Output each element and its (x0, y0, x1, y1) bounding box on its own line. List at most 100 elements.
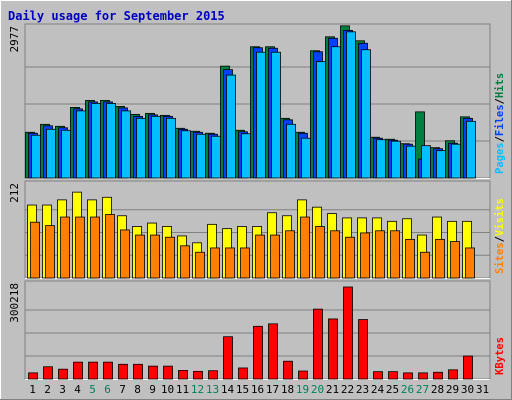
bar-kbytes-day-24 (373, 371, 383, 380)
bar-pages-day-23 (361, 49, 371, 179)
bar-kbytes-day-23 (358, 319, 368, 380)
x-tick-label: 7 (119, 383, 126, 396)
bar-pages-day-28 (436, 150, 446, 179)
bar-kbytes-day-4 (73, 361, 83, 380)
bar-pages-day-30 (466, 120, 476, 179)
bar-kbytes-day-6 (103, 361, 113, 380)
bar-pages-day-26 (406, 145, 416, 179)
x-tick-label: 27 (416, 383, 429, 396)
x-tick-label: 24 (371, 383, 385, 396)
bar-sites-day-27 (420, 251, 430, 279)
bar-pages-day-4 (76, 110, 86, 179)
x-tick-label: 11 (176, 383, 189, 396)
bar-sites-day-7 (120, 229, 130, 279)
bar-pages-day-10 (166, 117, 176, 179)
bar-pages-day-16 (256, 51, 266, 179)
bar-kbytes-day-29 (448, 369, 458, 380)
x-tick-label: 25 (386, 383, 399, 396)
x-axis-labels: 1 2 3 4 5 6 7 8 9 10 11 12 13 14 15 16 17 18 19 20 21 22 23 24 2… (29, 383, 489, 396)
x-tick-label: 22 (341, 383, 354, 396)
bar-sites-day-4 (75, 216, 85, 279)
panel-kbytes: 300218 KBytes (8, 280, 506, 380)
bar-kbytes-day-20 (313, 308, 323, 380)
bar-sites-day-30 (465, 247, 475, 279)
bar-pages-day-25 (391, 140, 401, 179)
bar-sites-day-19 (300, 216, 310, 279)
bar-sites-day-5 (90, 216, 100, 279)
bar-kbytes-day-12 (193, 370, 203, 380)
bar-kbytes-day-22 (343, 286, 353, 380)
x-tick-label: 28 (431, 383, 444, 396)
x-tick-label: 15 (236, 383, 249, 396)
bar-sites-day-11 (180, 245, 190, 279)
y-max-label: 2977 (8, 26, 21, 53)
bar-sites-day-29 (450, 241, 460, 279)
bar-sites-day-2 (45, 225, 55, 279)
x-tick-label: 21 (326, 383, 339, 396)
bar-pages-day-19 (301, 137, 311, 179)
bar-pages-day-13 (211, 135, 221, 179)
side-legend-hits-files-pages: Pages/Files/Hits (494, 73, 506, 174)
bar-kbytes-day-13 (208, 370, 218, 380)
chart-title: Daily usage for September 2015 (8, 9, 225, 23)
bar-kbytes-day-5 (88, 361, 98, 380)
side-legend-item: Files (494, 104, 506, 136)
bar-pages-day-1 (31, 134, 41, 179)
y-max-label: 212 (8, 183, 21, 203)
bar-sites-day-1 (30, 221, 40, 279)
bar-kbytes-day-9 (148, 365, 158, 380)
bar-kbytes-day-16 (253, 325, 263, 380)
x-tick-label: 6 (104, 383, 111, 396)
bar-kbytes-day-18 (283, 360, 293, 380)
bar-kbytes-day-7 (118, 363, 128, 380)
bar-sites-day-22 (345, 236, 355, 279)
bar-pages-day-22 (346, 31, 356, 179)
bar-sites-day-13 (210, 247, 220, 279)
bar-pages-day-8 (136, 117, 146, 179)
x-tick-label: 9 (149, 383, 156, 396)
bar-pages-day-12 (196, 133, 206, 179)
bar-kbytes-day-21 (328, 318, 338, 380)
side-legend-item: / (494, 136, 506, 142)
bar-kbytes-day-1 (28, 372, 38, 380)
x-tick-label: 29 (446, 383, 459, 396)
bar-sites-day-15 (240, 247, 250, 279)
bar-sites-day-10 (165, 236, 175, 279)
x-tick-label: 8 (134, 383, 141, 396)
bar-pages-day-24 (376, 139, 386, 179)
bar-pages-day-17 (271, 51, 281, 179)
x-tick-label: 23 (356, 383, 369, 396)
bar-pages-day-3 (61, 129, 71, 179)
side-legend-kbytes: KBytes (494, 337, 506, 375)
bar-kbytes-day-25 (388, 371, 398, 380)
side-legend-item: / (494, 98, 506, 104)
bar-pages-day-27 (421, 145, 431, 179)
bar-kbytes-day-14 (223, 336, 233, 380)
side-legend-item: Hits (494, 73, 506, 98)
bar-kbytes-day-11 (178, 370, 188, 380)
x-tick-label: 20 (311, 383, 324, 396)
bar-pages-day-11 (181, 130, 191, 179)
side-legend-visits-sites: Sites/Visits (494, 198, 506, 274)
bar-kbytes-day-30 (463, 355, 473, 380)
bar-kbytes-day-3 (58, 368, 68, 380)
bar-kbytes-day-17 (268, 323, 278, 380)
bar-sites-day-6 (105, 214, 115, 279)
bar-sites-day-26 (405, 238, 415, 279)
side-legend-item: Visits (494, 198, 506, 236)
bar-sites-day-17 (270, 234, 280, 279)
bar-pages-day-29 (451, 143, 461, 179)
bar-sites-day-28 (435, 238, 445, 279)
bar-kbytes-day-10 (163, 365, 173, 380)
panel-hits-files-pages: 2977 Pages/Files/Hits (8, 23, 506, 179)
x-tick-label: 4 (74, 383, 81, 396)
bar-pages-day-6 (106, 103, 116, 179)
bar-kbytes-day-8 (133, 363, 143, 380)
bar-kbytes-day-28 (433, 371, 443, 380)
x-tick-label: 30 (461, 383, 474, 396)
bar-sites-day-16 (255, 234, 265, 279)
bar-kbytes-day-26 (403, 372, 413, 380)
bar-sites-day-25 (390, 230, 400, 279)
x-tick-label: 2 (44, 383, 51, 396)
bar-sites-day-18 (285, 230, 295, 279)
